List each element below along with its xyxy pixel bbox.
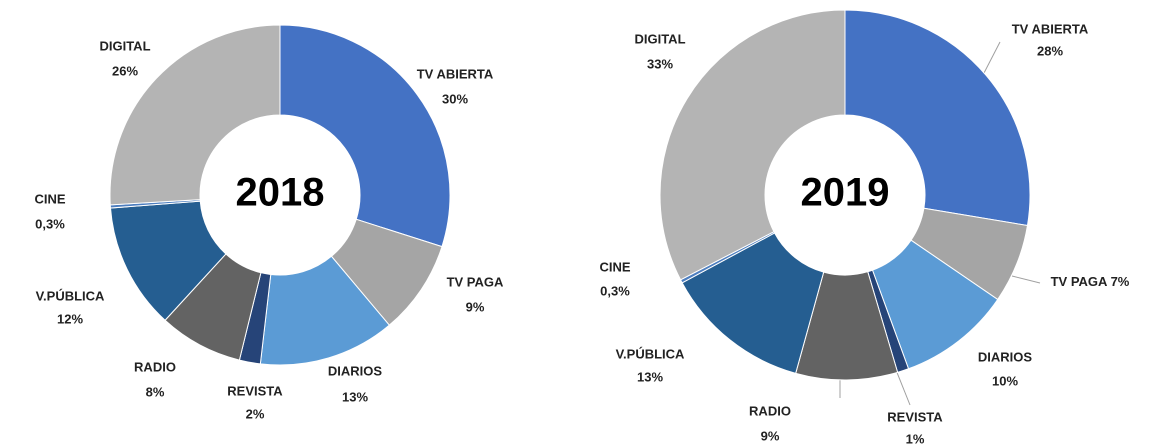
category-label: TV ABIERTA (417, 66, 494, 81)
donut-slice (681, 232, 825, 374)
value-label: 10% (992, 373, 1018, 388)
category-label: RADIO (134, 359, 176, 374)
value-label: 0,3% (600, 283, 630, 298)
donut-slice (109, 24, 281, 206)
center-year: 2018 (236, 171, 325, 215)
slice-label: TV PAGA 7% (1051, 274, 1130, 289)
value-label: 28% (1037, 43, 1063, 58)
category-label: TV PAGA (1051, 274, 1108, 289)
category-label: DIARIOS (978, 349, 1033, 364)
category-label: V.PÚBLICA (36, 288, 105, 303)
value-label: 1% (906, 431, 925, 446)
value-label: 9% (761, 428, 780, 443)
category-label: CINE (34, 191, 65, 206)
category-label: REVISTA (887, 409, 943, 424)
value-label: 7% (1111, 274, 1130, 289)
category-label: DIARIOS (328, 363, 383, 378)
value-label: 12% (57, 311, 83, 326)
category-label: V.PÚBLICA (616, 346, 685, 361)
value-label: 9% (466, 299, 485, 314)
category-label: CINE (599, 259, 630, 274)
donut-slice (279, 24, 451, 248)
category-label: DIGITAL (634, 31, 685, 46)
category-label: RADIO (749, 403, 791, 418)
value-label: 13% (342, 389, 368, 404)
category-label: REVISTA (227, 383, 283, 398)
category-label: TV PAGA (447, 274, 504, 289)
value-label: 0,3% (35, 216, 65, 231)
value-label: 33% (647, 56, 673, 71)
leader-line (1011, 275, 1041, 284)
center-year: 2019 (801, 171, 890, 215)
value-label: 30% (442, 91, 468, 106)
value-label: 13% (637, 369, 663, 384)
donut-slice (844, 9, 1031, 227)
donut-slice (659, 9, 846, 281)
category-label: DIGITAL (99, 38, 150, 53)
value-label: 8% (146, 384, 165, 399)
value-label: 26% (112, 63, 138, 78)
value-label: 2% (246, 406, 265, 421)
category-label: TV ABIERTA (1012, 21, 1089, 36)
